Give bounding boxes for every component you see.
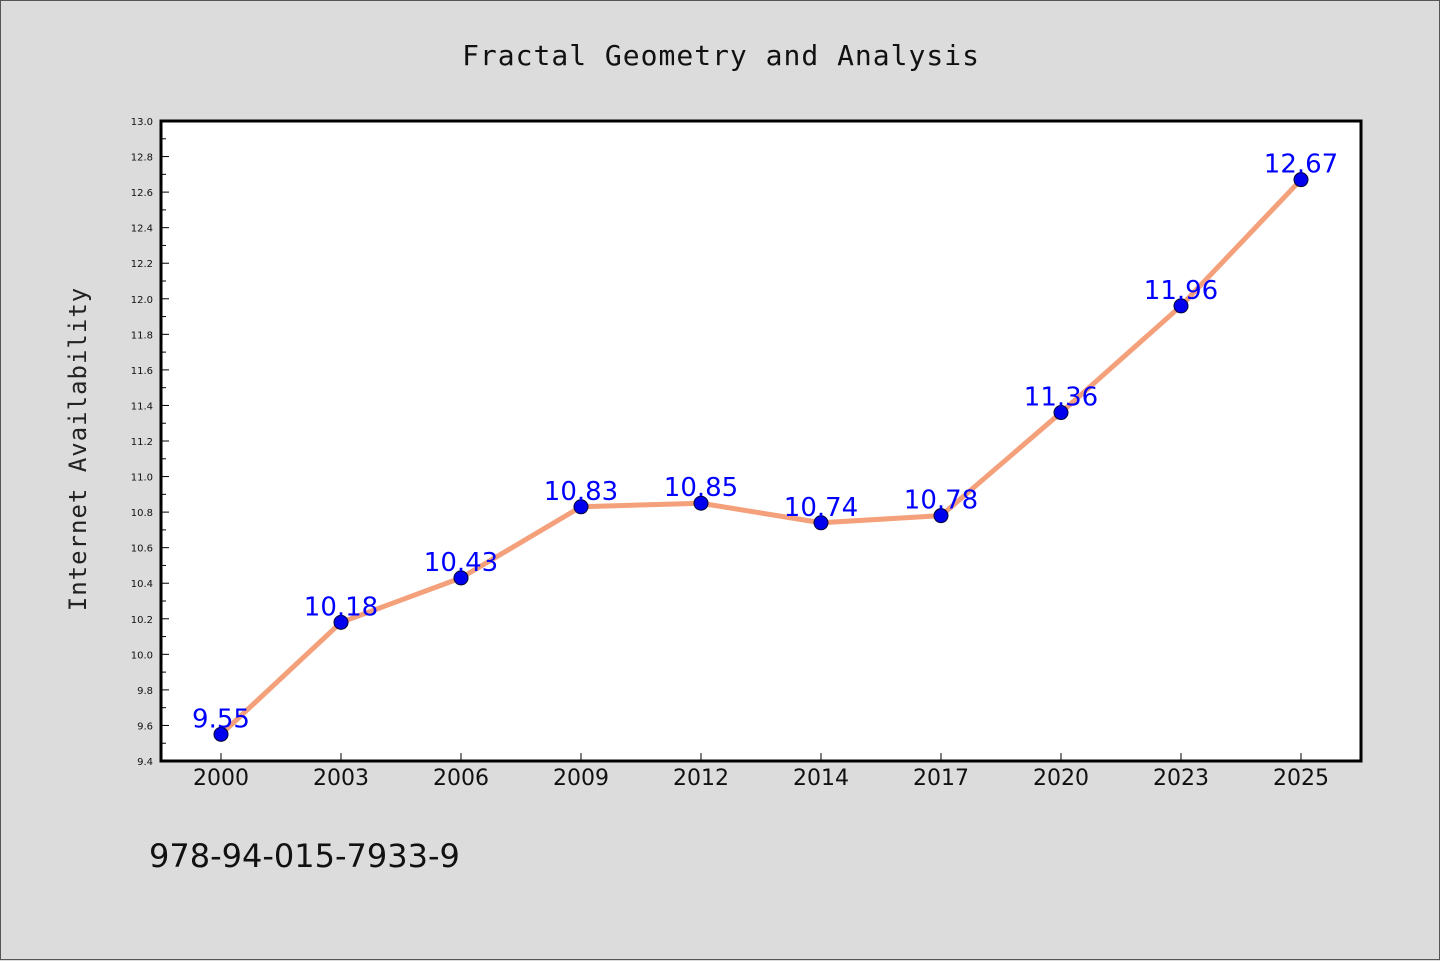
series-group xyxy=(218,177,1304,737)
data-label: 11.36 xyxy=(1024,383,1098,413)
data-point xyxy=(453,570,469,586)
y-tick-label: 13.0 xyxy=(131,117,153,128)
y-tick-label: 11.2 xyxy=(131,437,153,448)
plot-area xyxy=(159,119,1363,763)
y-tick-label: 10.0 xyxy=(131,650,153,661)
footer-note-block: 978-94-015-7933-9 xyxy=(149,833,549,883)
data-point xyxy=(1053,405,1069,421)
y-tick-label: 10.4 xyxy=(131,579,153,590)
y-tick-label: 11.6 xyxy=(131,366,153,377)
y-tick-label: 11.4 xyxy=(131,401,153,412)
y-tick-label: 10.6 xyxy=(131,544,153,555)
x-tick-label: 2009 xyxy=(553,766,609,791)
data-point xyxy=(333,614,349,630)
y-tick-label: 11.8 xyxy=(131,330,153,341)
y-tick-label: 9.8 xyxy=(137,686,153,697)
data-point xyxy=(1173,298,1189,314)
data-label: 12.67 xyxy=(1264,150,1338,180)
x-tick-label: 2006 xyxy=(433,766,489,791)
data-point xyxy=(693,495,709,511)
data-label: 9.55 xyxy=(192,704,250,734)
data-point xyxy=(933,508,949,524)
y-tick-label: 12.2 xyxy=(131,259,153,270)
y-tick-label: 9.6 xyxy=(137,721,153,732)
data-label-group: 9.55 10.18 10.43 10.83 10.85 10.74 10.78 11.36 1… xyxy=(192,150,1338,735)
y-tick-label: 12.8 xyxy=(131,153,153,164)
x-tick-label: 2014 xyxy=(793,766,849,791)
data-label: 11.96 xyxy=(1144,276,1218,306)
data-point xyxy=(813,515,829,531)
marker-group xyxy=(213,172,1309,742)
data-label: 10.18 xyxy=(304,592,378,622)
y-tick-label: 12.0 xyxy=(131,295,153,306)
chart-title: Fractal Geometry and Analysis xyxy=(462,39,980,72)
data-label: 10.78 xyxy=(904,486,978,516)
data-label: 10.85 xyxy=(664,473,738,503)
x-tick-label: 2020 xyxy=(1033,766,1089,791)
data-label: 10.83 xyxy=(544,477,618,507)
x-tick-label: 2025 xyxy=(1273,766,1329,791)
y-tick-label: 9.4 xyxy=(137,757,153,768)
y-axis-label: Internet Availability xyxy=(64,287,92,611)
y-tick-label: 12.6 xyxy=(131,188,153,199)
data-point xyxy=(1293,172,1309,188)
y-tick-label: 10.8 xyxy=(131,508,153,519)
x-axis-ticks: 2000 2003 2006 2009 2012 2014 2017 2020 2023 2025 xyxy=(193,753,1329,791)
x-tick-label: 2017 xyxy=(913,766,969,791)
y-tick-label: 12.4 xyxy=(131,224,153,235)
footer-note-svg: 978-94-015-7933-9 xyxy=(149,837,460,875)
x-tick-label: 2023 xyxy=(1153,766,1209,791)
data-point xyxy=(573,499,589,515)
data-label: 10.74 xyxy=(784,493,858,523)
x-tick-label: 2003 xyxy=(313,766,369,791)
x-tick-label: 2000 xyxy=(193,766,249,791)
series-line xyxy=(218,177,1304,737)
y-tick-label: 10.2 xyxy=(131,615,153,626)
y-tick-label: 11.0 xyxy=(131,473,153,484)
data-label: 10.43 xyxy=(424,548,498,578)
data-point xyxy=(213,726,229,742)
y-axis-ticks: 9.4 9.6 9.8 10.0 10.2 10.4 10.6 10.8 11.0 11.2 11.… xyxy=(131,117,169,768)
footer-note: 978-94-015-7933-9 xyxy=(149,837,460,875)
x-tick-label: 2012 xyxy=(673,766,729,791)
